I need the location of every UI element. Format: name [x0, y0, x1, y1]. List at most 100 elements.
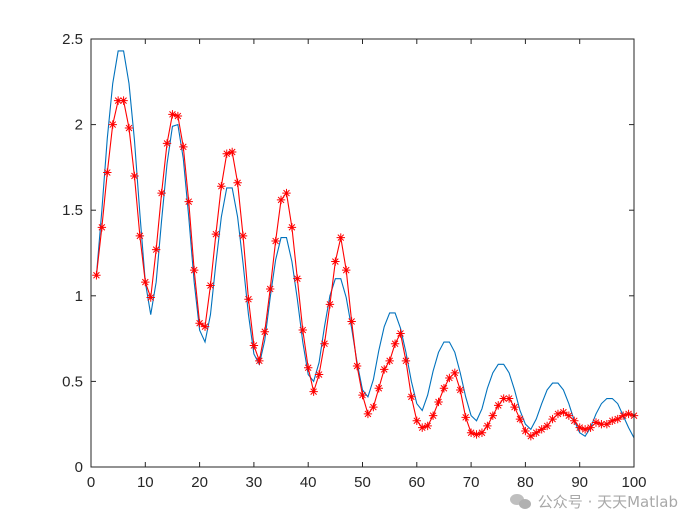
series-2-marker — [477, 428, 487, 437]
series-2-marker — [396, 329, 405, 338]
series-2-marker — [227, 147, 237, 157]
series-2-marker — [461, 413, 470, 422]
series-2-marker — [564, 411, 574, 420]
series-2-line — [95, 100, 635, 437]
series-2-marker — [608, 416, 617, 425]
series-2-marker — [618, 411, 628, 420]
series-2-marker — [488, 411, 498, 420]
series-2-marker — [92, 271, 101, 280]
x-tick-label: 70 — [463, 474, 480, 491]
series-2-marker — [494, 401, 503, 410]
x-tick-label: 40 — [300, 474, 317, 491]
series-2-marker — [347, 317, 356, 326]
series-2-marker — [542, 421, 552, 431]
series-2-marker — [363, 409, 373, 419]
series-2-marker — [130, 171, 139, 181]
series-2-marker — [141, 277, 150, 287]
series-2-marker — [602, 420, 612, 429]
y-tick-label: 2 — [75, 117, 83, 134]
series-2-marker — [287, 223, 297, 232]
series-2-marker — [103, 168, 112, 177]
series-2-marker — [173, 111, 183, 121]
series-2-marker — [200, 322, 210, 331]
series-2-marker — [184, 197, 193, 206]
series-2-marker — [271, 236, 280, 246]
series-2-marker — [298, 325, 307, 335]
series-2-marker — [580, 425, 590, 434]
series-2-marker — [439, 384, 449, 393]
series-2-marker — [401, 356, 411, 366]
series-2-marker — [434, 397, 443, 407]
x-tick-label: 30 — [246, 474, 263, 491]
series-2-marker — [238, 231, 248, 241]
series-2-marker — [428, 411, 438, 420]
series-2-marker — [390, 339, 400, 348]
series-2-marker — [537, 425, 546, 434]
series-1-line — [95, 50, 635, 439]
series-2-marker — [548, 414, 557, 424]
watermark: 公众号 · 天天Matlab — [509, 491, 678, 512]
series-2-marker — [233, 178, 242, 188]
series-2-marker — [309, 387, 318, 396]
x-tick-label: 90 — [571, 474, 588, 491]
series-2-marker — [189, 265, 199, 275]
series-2-marker — [613, 414, 622, 424]
series-2-marker — [342, 265, 351, 275]
x-tick-label: 10 — [137, 474, 154, 491]
series-2-marker — [276, 195, 286, 205]
series-2-marker — [119, 96, 128, 105]
series-2-marker — [374, 384, 383, 393]
series-2-marker — [504, 394, 514, 403]
series-2-marker — [244, 295, 253, 304]
watermark-text: 公众号 · 天天Matlab — [537, 493, 678, 511]
series-2-marker — [624, 409, 633, 419]
series-2-marker — [412, 416, 421, 425]
series-2-marker — [113, 96, 123, 105]
series-2-marker — [146, 293, 155, 302]
series-2-marker — [407, 392, 416, 402]
series-2-marker — [157, 188, 166, 198]
series-2-marker — [559, 408, 568, 417]
series-2-marker — [179, 142, 188, 152]
series-2-marker — [445, 373, 454, 383]
series-2-marker — [385, 356, 394, 366]
series-2-marker — [483, 421, 492, 431]
series-2-marker — [586, 423, 595, 432]
series-2-marker — [456, 385, 465, 395]
y-tick-label: 0 — [75, 459, 83, 476]
series-2-marker — [293, 274, 302, 283]
series-2-marker — [352, 361, 362, 371]
x-tick-label: 20 — [191, 474, 208, 491]
series-2-marker — [108, 120, 117, 129]
plot-area — [91, 39, 634, 467]
series-2-marker — [510, 402, 519, 412]
series-2-marker — [597, 420, 606, 429]
series-2-marker — [591, 418, 601, 427]
series-2-marker — [206, 281, 215, 290]
series-2-marker — [168, 110, 177, 119]
series-2-marker — [97, 223, 107, 232]
y-tick-label: 1.5 — [62, 202, 83, 219]
series-2-marker — [472, 430, 481, 439]
series-2-marker — [380, 365, 389, 374]
x-tick-label: 80 — [517, 474, 534, 491]
series-2-marker — [304, 363, 313, 372]
axes-layer: 0 10 20 30 40 50 60 70 80 90 100 0 0.5 1 1.5 2 2.5 — [62, 31, 646, 491]
series-2-marker — [331, 257, 340, 266]
series-2-marker — [249, 341, 259, 350]
x-tick-label: 0 — [87, 474, 95, 491]
series-2-marker — [336, 233, 345, 242]
wechat-logo-icon — [509, 493, 532, 510]
series-2-marker — [320, 339, 329, 348]
series-2-marker — [423, 421, 432, 431]
x-tick-label: 50 — [354, 474, 371, 491]
series-2-marker — [515, 414, 525, 424]
series-2-marker — [499, 394, 508, 403]
series-2-marker — [532, 428, 541, 437]
series-2-marker — [135, 231, 145, 241]
series-2-marker — [570, 416, 579, 425]
series-2-marker — [526, 431, 536, 441]
y-tick-label: 1 — [75, 288, 83, 305]
series-2-marker — [151, 245, 161, 254]
